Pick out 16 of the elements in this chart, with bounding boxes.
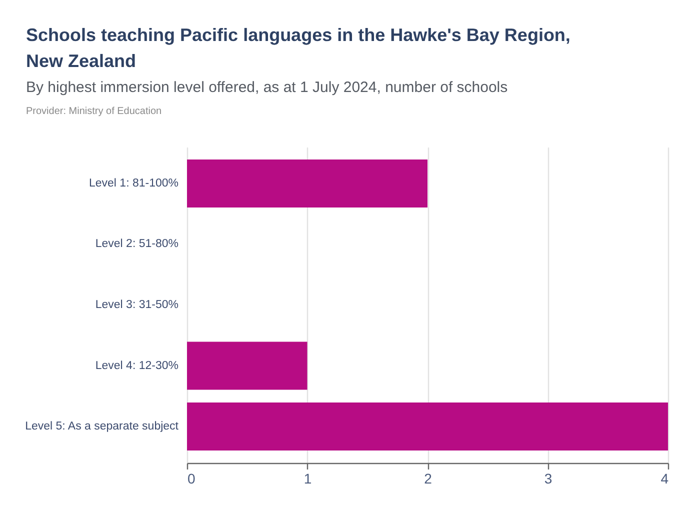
x-tick-label: 1	[304, 470, 312, 486]
y-tick-label: Level 2: 51-80%	[95, 238, 178, 250]
x-tick-label: 3	[544, 470, 552, 486]
y-tick-label: Level 4: 12-30%	[95, 360, 178, 372]
text: Provider: Ministry of Education	[26, 105, 163, 118]
bar	[187, 342, 308, 390]
chart-subtitle: By highest immersion level offered, as at 1 July 2024, number of schools	[26, 78, 509, 98]
x-tick-label: 4	[660, 470, 669, 486]
y-tick-label: Level 1: 81-100%	[88, 177, 178, 190]
bar	[187, 159, 428, 208]
chart-title: Schools teaching Pacific languages in the Hawke's Bay Region, New Zealand	[26, 24, 572, 73]
y-tick-label: Level 3: 31-50%	[95, 299, 178, 311]
y-tick-label: Level 5: As a separate subject	[25, 420, 180, 433]
x-tick-label: 0	[188, 470, 196, 486]
bar	[187, 402, 668, 451]
x-tick-label: 2	[424, 470, 432, 486]
